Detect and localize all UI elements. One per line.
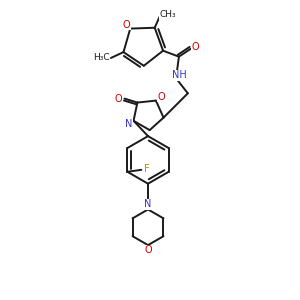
Text: N: N — [125, 119, 132, 129]
Text: CH₃: CH₃ — [160, 11, 176, 20]
Text: H₃C: H₃C — [93, 53, 109, 62]
Text: O: O — [115, 94, 122, 103]
Text: N: N — [144, 200, 152, 209]
Text: F: F — [144, 164, 150, 174]
Text: O: O — [192, 42, 200, 52]
Text: O: O — [144, 245, 152, 255]
Text: NH: NH — [172, 70, 186, 80]
Text: O: O — [122, 20, 130, 30]
Text: O: O — [157, 92, 165, 102]
